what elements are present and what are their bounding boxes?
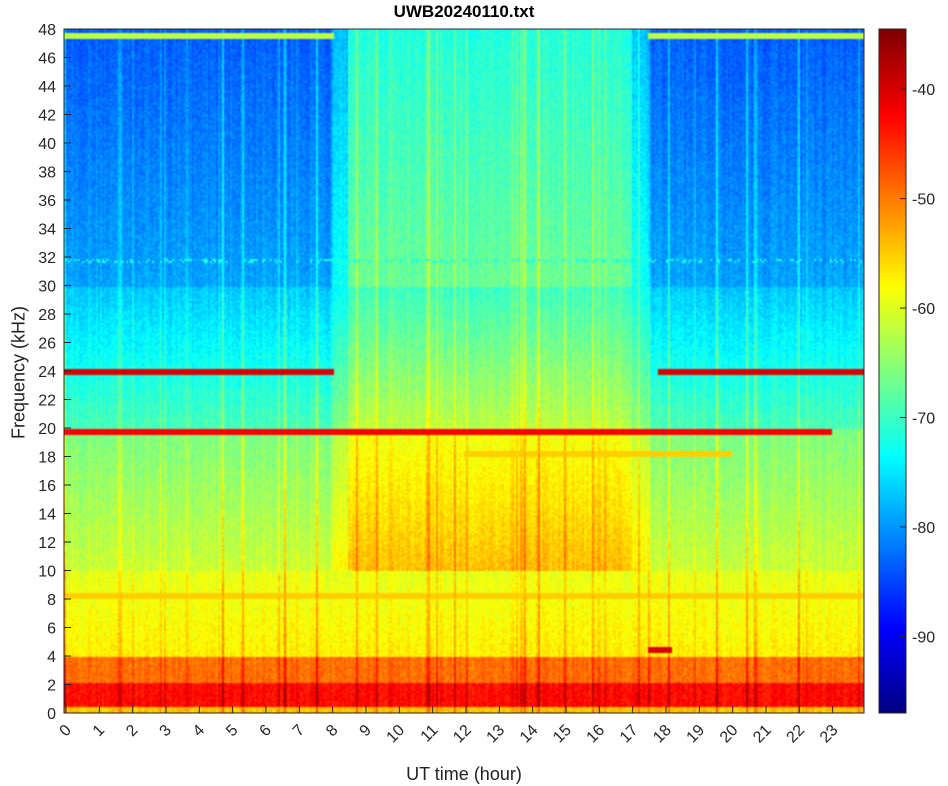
y-tick-label: 0 <box>47 706 56 723</box>
x-tick-label: 12 <box>450 722 475 747</box>
y-tick-label: 6 <box>47 621 56 638</box>
x-tick-label: 18 <box>650 722 675 747</box>
x-tick-label: 1 <box>90 722 108 740</box>
y-tick-label: 8 <box>47 592 56 609</box>
x-tick-label: 19 <box>684 722 709 747</box>
x-tick-label: 15 <box>550 722 575 747</box>
x-tick-label: 14 <box>517 722 542 747</box>
x-tick-label: 17 <box>617 722 642 747</box>
colorbar <box>879 29 906 713</box>
y-tick-label: 48 <box>38 22 56 39</box>
x-tick-label: 23 <box>817 722 842 747</box>
plot-frame <box>63 28 865 714</box>
y-axis-label: Frequency (kHz) <box>8 305 29 440</box>
y-tick-label: 10 <box>38 564 56 581</box>
x-tick-label: 20 <box>717 722 742 747</box>
x-tick-label: 21 <box>750 722 775 747</box>
x-tick-label: 11 <box>418 722 442 746</box>
y-tick-label: 26 <box>38 336 56 353</box>
y-tick-label: 22 <box>38 393 56 410</box>
y-tick-label: 16 <box>38 478 56 495</box>
x-tick-label: 6 <box>257 722 275 740</box>
y-tick-label: 2 <box>47 678 56 695</box>
y-tick-label: 36 <box>38 193 56 210</box>
colorbar-frame <box>878 28 907 714</box>
chart-title: UWB20240110.txt <box>393 2 535 21</box>
x-tick-label: 5 <box>223 722 241 740</box>
y-tick-label: 30 <box>38 279 56 296</box>
y-tick-label: 14 <box>38 507 56 524</box>
y-tick-label: 46 <box>38 51 56 68</box>
y-tick-label: 42 <box>38 108 56 125</box>
y-tick-label: 24 <box>38 364 56 381</box>
y-tick-label: 32 <box>38 250 56 267</box>
colorbar-tick-label: -50 <box>912 192 935 209</box>
y-tick-label: 40 <box>38 136 56 153</box>
y-tick-label: 4 <box>47 649 56 666</box>
colorbar-tick-label: -80 <box>912 520 935 537</box>
colorbar-tick-label: -90 <box>912 629 935 646</box>
y-tick-label: 18 <box>38 450 56 467</box>
x-axis-label: UT time (hour) <box>406 764 522 784</box>
x-tick-label: 10 <box>384 722 409 747</box>
x-tick-label: 0 <box>57 722 75 740</box>
y-tick-label: 12 <box>38 535 56 552</box>
y-tick-label: 20 <box>38 421 56 438</box>
x-tick-label: 4 <box>190 722 208 740</box>
y-tick-label: 38 <box>38 165 56 182</box>
y-tick-label: 34 <box>38 222 56 239</box>
y-tick-label: 28 <box>38 307 56 324</box>
x-tick-label: 16 <box>584 722 609 747</box>
x-tick-label: 8 <box>323 722 341 740</box>
x-tick-label: 22 <box>784 722 809 747</box>
y-tick-label: 44 <box>38 79 56 96</box>
colorbar-tick-label: -60 <box>912 301 935 318</box>
x-tick-label: 3 <box>157 722 175 740</box>
x-tick-label: 2 <box>123 722 141 740</box>
colorbar-tick-label: -70 <box>912 411 935 428</box>
x-tick-label: 13 <box>484 722 509 747</box>
x-tick-label: 7 <box>290 722 308 740</box>
spectrogram-heatmap <box>64 29 864 713</box>
x-tick-label: 9 <box>357 722 375 740</box>
colorbar-tick-label: -40 <box>912 82 935 99</box>
